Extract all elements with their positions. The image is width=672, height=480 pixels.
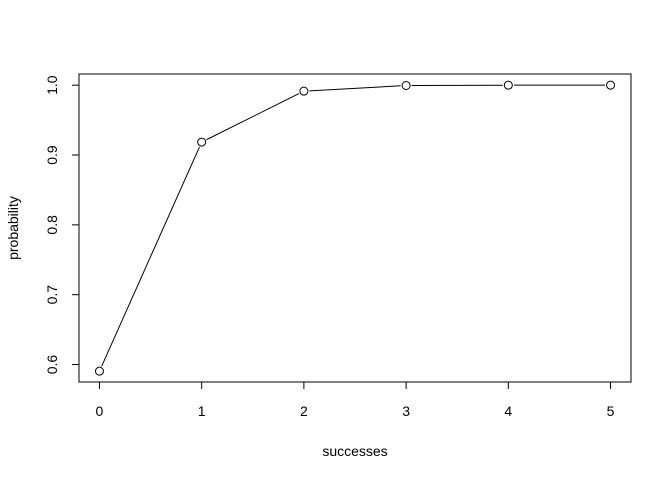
data-point	[401, 80, 411, 90]
series-segment	[206, 93, 300, 141]
series-segment	[101, 146, 200, 367]
y-tick-label: 0.8	[44, 215, 60, 235]
y-tick-label: 0.6	[44, 355, 60, 375]
data-point	[606, 80, 616, 90]
y-axis-label: probability	[5, 196, 21, 260]
data-point	[197, 137, 207, 147]
x-tick-label: 4	[504, 403, 512, 419]
series-segment	[309, 85, 401, 92]
x-axis: 0 1 2 3 4 5	[96, 381, 615, 419]
plot-frame	[78, 73, 632, 383]
x-tick-label: 0	[96, 403, 104, 419]
x-tick-label: 1	[198, 403, 206, 419]
x-tick-label: 3	[402, 403, 410, 419]
series-layer	[94, 80, 616, 376]
x-tick-label: 5	[607, 403, 615, 419]
y-axis: 0.6 0.7 0.8 0.9 1.0	[44, 75, 80, 375]
y-tick-label: 1.0	[44, 75, 60, 95]
y-tick-label: 0.7	[44, 285, 60, 305]
data-point	[299, 86, 309, 96]
y-tick-label: 0.9	[44, 145, 60, 165]
data-point	[503, 80, 513, 90]
x-axis-label: successes	[322, 443, 387, 459]
x-tick-label: 2	[300, 403, 308, 419]
data-point	[94, 366, 104, 376]
